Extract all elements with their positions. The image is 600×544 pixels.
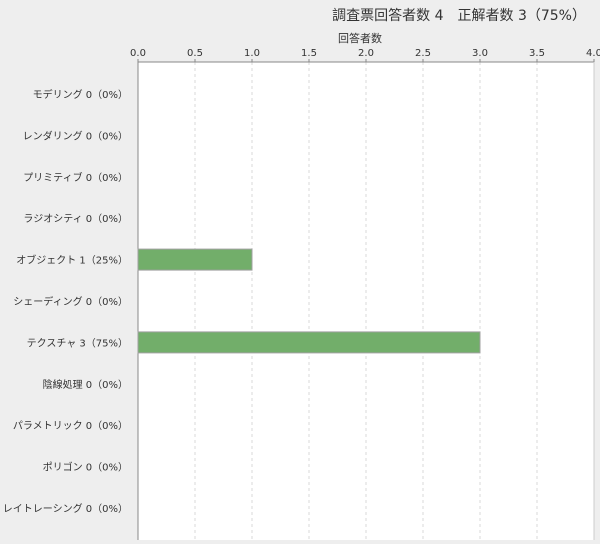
category-label: レイトレーシング 0（0%） [3,502,128,515]
category-label: レンダリング 0（0%） [23,129,128,142]
category-label: パラメトリック 0（0%） [13,420,128,432]
x-tick-label: 1.0 [244,48,260,59]
x-axis-label: 回答者数 [338,32,382,45]
category-label: モデリング 0（0%） [33,88,128,101]
x-tick-label: 3.0 [472,48,488,59]
plot-area [138,62,594,540]
x-tick-label: 1.5 [301,48,317,59]
category-label: 陰線処理 0（0%） [43,378,128,391]
category-label: ラジオシティ 0（0%） [23,213,128,225]
category-label: シェーディング 0（0%） [13,295,128,308]
category-label: オブジェクト 1（25%） [16,254,128,267]
x-tick-label: 0.0 [130,48,146,59]
x-tick-label: 0.5 [187,48,203,59]
chart-title: 調査票回答者数 4 正解者数 3（75%） [332,8,586,24]
x-tick-label: 2.0 [358,48,374,59]
category-label: ポリゴン 0（0%） [43,461,128,474]
category-label: テクスチャ 3（75%） [27,337,128,349]
x-tick-label: 3.5 [529,48,545,59]
category-label: プリミティブ 0（0%） [23,171,128,184]
x-tick-label: 4.0 [586,48,600,59]
x-tick-label: 2.5 [415,48,431,59]
bar [137,248,253,271]
bar [137,331,481,354]
